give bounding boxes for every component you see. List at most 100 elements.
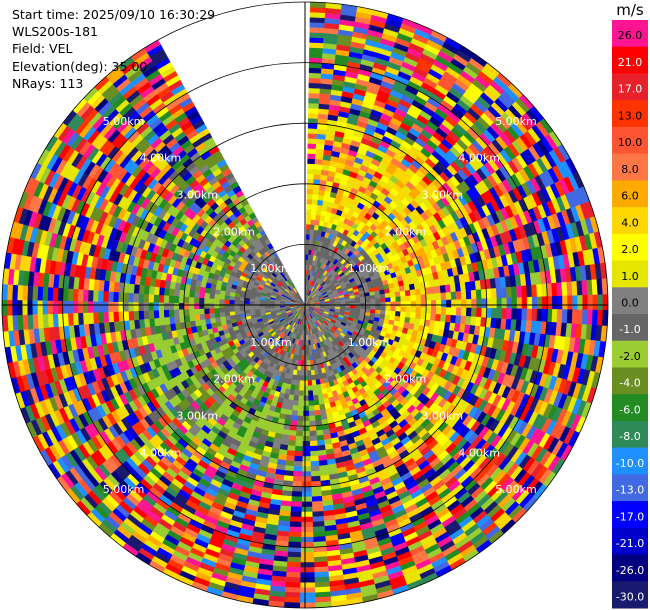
- velocity-bin: [461, 299, 467, 309]
- velocity-bin: [410, 312, 417, 319]
- velocity-bin: [384, 292, 391, 299]
- velocity-bin: [310, 460, 320, 467]
- velocity-bin: [289, 521, 302, 528]
- velocity-bin: [476, 298, 482, 309]
- velocity-bin: [400, 295, 407, 302]
- velocity-bin: [375, 305, 381, 311]
- velocity-bin: [425, 306, 432, 315]
- velocity-bin: [296, 420, 304, 427]
- velocity-bin: [516, 297, 523, 310]
- velocity-bin: [292, 481, 303, 488]
- velocity-bin: [307, 128, 318, 134]
- velocity-bin: [302, 425, 310, 432]
- velocity-bin: [441, 299, 447, 308]
- velocity-bin: [313, 399, 320, 406]
- velocity-bin: [591, 309, 599, 326]
- velocity-bin: [302, 420, 310, 427]
- velocity-bin: [521, 296, 528, 310]
- velocity-bin: [295, 425, 304, 432]
- velocity-bin: [302, 456, 311, 462]
- velocity-bin: [306, 193, 313, 200]
- velocity-bin: [481, 307, 488, 318]
- velocity-bin: [299, 587, 316, 594]
- velocity-bin: [415, 294, 422, 302]
- velocity-bin: [314, 414, 322, 421]
- velocity-bin: [308, 112, 319, 119]
- velocity-bin: [300, 577, 315, 583]
- velocity-bin: [306, 178, 315, 185]
- velocity-bin: [300, 536, 314, 543]
- velocity-bin: [303, 390, 309, 397]
- velocity-bin: [312, 394, 319, 401]
- velocity-bin: [526, 284, 533, 298]
- velocity-bin: [303, 365, 308, 371]
- velocity-bin: [307, 143, 317, 150]
- velocity-bin: [404, 311, 412, 319]
- velocity-bin: [389, 292, 396, 298]
- velocity-bin: [309, 21, 325, 29]
- velocity-bin: [301, 481, 312, 488]
- velocity-bin: [511, 308, 518, 321]
- velocity-bin: [399, 316, 406, 323]
- velocity-bin: [296, 415, 304, 422]
- velocity-bin: [310, 465, 320, 472]
- velocity-bin: [581, 309, 589, 325]
- velocity-bin: [394, 291, 401, 298]
- velocity-bin: [405, 306, 412, 313]
- velocity-bin: [370, 302, 376, 307]
- velocity-bin: [308, 425, 317, 432]
- velocity-bin: [390, 301, 397, 307]
- velocity-bin: [309, 440, 318, 447]
- velocity-bin: [486, 298, 493, 309]
- velocity-bin: [405, 301, 412, 308]
- velocity-bin: [306, 344, 310, 351]
- velocity-bin: [310, 455, 319, 462]
- velocity-bin: [288, 531, 302, 538]
- velocity-bin: [283, 596, 301, 604]
- velocity-bin: [430, 306, 437, 315]
- velocity-bin: [370, 298, 376, 303]
- velocity-bin: [307, 168, 315, 175]
- velocity-bin: [309, 435, 318, 442]
- velocity-bin: [302, 415, 310, 422]
- velocity-bin: [562, 295, 568, 310]
- velocity-bin: [301, 511, 313, 518]
- velocity-bin: [306, 350, 310, 356]
- velocity-bin: [293, 455, 303, 462]
- velocity-bin: [490, 288, 498, 299]
- velocity-bin: [284, 586, 301, 594]
- velocity-bin: [286, 445, 296, 452]
- velocity-bin: [306, 198, 313, 205]
- velocity-bin: [288, 435, 297, 442]
- velocity-bin: [582, 294, 589, 311]
- velocity-bin: [551, 309, 558, 323]
- velocity-bin: [312, 188, 320, 195]
- velocity-bin: [299, 592, 316, 599]
- velocity-bin: [385, 301, 391, 307]
- velocity-bin: [285, 571, 301, 578]
- velocity-bin: [415, 300, 422, 308]
- velocity-bin: [476, 307, 482, 318]
- velocity-bin: [306, 188, 314, 195]
- velocity-bin: [445, 314, 452, 324]
- velocity-bin: [311, 209, 317, 216]
- velocity-bin: [309, 16, 326, 24]
- velocity-bin: [303, 370, 308, 376]
- velocity-bin: [310, 364, 315, 371]
- velocity-bin: [303, 385, 309, 391]
- velocity-bin: [287, 551, 301, 558]
- velocity-bin: [301, 496, 313, 503]
- velocity-bin: [526, 296, 533, 310]
- velocity-bin: [311, 505, 324, 513]
- velocity-bin: [303, 375, 308, 381]
- velocity-bin: [571, 280, 578, 296]
- velocity-bin: [547, 296, 553, 310]
- velocity-bin: [505, 286, 513, 299]
- velocity-bin: [299, 602, 316, 609]
- velocity-bin: [293, 394, 299, 401]
- velocity-bin: [445, 307, 452, 316]
- velocity-bin: [561, 309, 568, 324]
- velocity-bin: [451, 299, 457, 308]
- velocity-bin: [308, 405, 315, 412]
- velocity-bin: [566, 309, 573, 324]
